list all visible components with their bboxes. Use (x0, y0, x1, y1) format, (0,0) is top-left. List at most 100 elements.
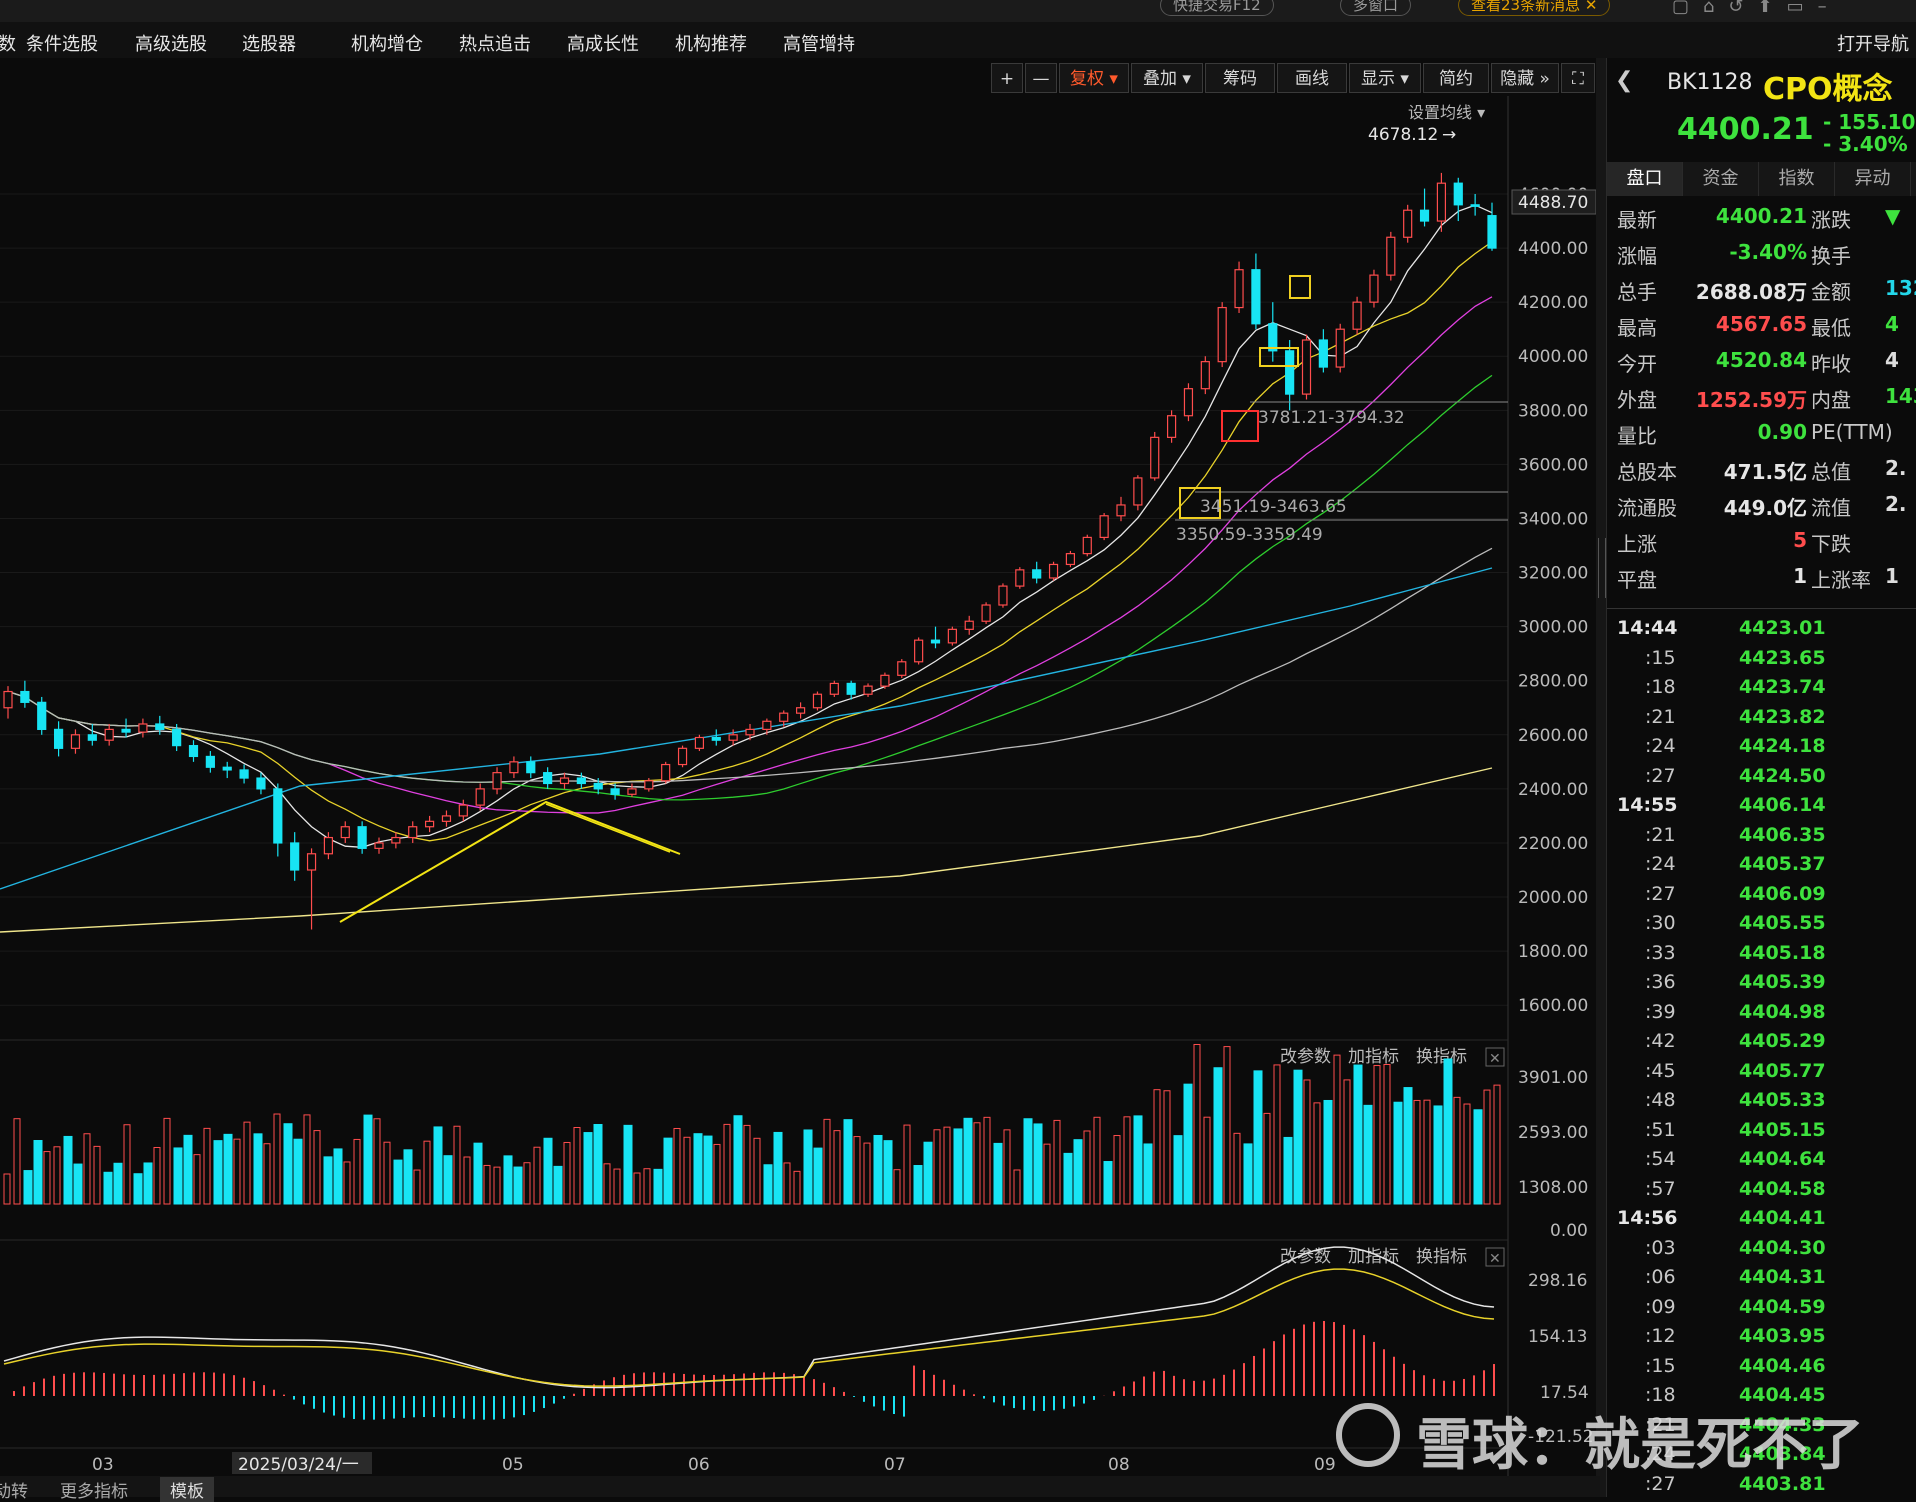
volume-bar (953, 1128, 963, 1205)
volume-bar (413, 1169, 421, 1205)
volume-bar (1483, 1089, 1491, 1205)
volume-bar (473, 1142, 483, 1205)
vol-param-button[interactable]: 改参数 (1280, 1047, 1331, 1067)
draw-line-button[interactable]: 画线 (1277, 63, 1347, 93)
multi-window-button[interactable]: 多窗口 (1340, 0, 1412, 16)
volume-bar (1433, 1105, 1443, 1205)
volume-bar (1003, 1129, 1011, 1205)
volume-bar (603, 1163, 611, 1205)
macd-switch-button[interactable]: 换指标 (1416, 1247, 1467, 1267)
volume-bar (533, 1146, 541, 1205)
hide-button[interactable]: 隐藏 » (1491, 63, 1559, 93)
macd-add-button[interactable]: 加指标 (1348, 1247, 1399, 1267)
news-notification[interactable]: 查看23条新消息 ✕ (1458, 0, 1611, 16)
quote-row: 最新 4400.21 涨跌 ▼ (1607, 198, 1916, 234)
vol-switch-button[interactable]: 换指标 (1416, 1047, 1467, 1067)
volume-bar (1013, 1169, 1021, 1205)
candle-body (121, 728, 131, 733)
display-button[interactable]: 显示 ▾ (1349, 63, 1421, 93)
tick-time: 14:55 (1617, 794, 1678, 816)
candle-body (205, 755, 215, 768)
candle-body (3, 690, 13, 709)
menu-item-advanced[interactable]: 高级选股 (135, 34, 207, 55)
vol-add-button[interactable]: 加指标 (1348, 1047, 1399, 1067)
status-item-more[interactable]: 更多指标 (60, 1482, 128, 1502)
volume-bar (663, 1137, 673, 1205)
tick-time: :30 (1645, 912, 1676, 934)
volume-bar (1323, 1099, 1333, 1205)
candle-body (172, 728, 182, 747)
volume-bar (883, 1140, 893, 1205)
status-item-0[interactable]: 动转 (0, 1482, 28, 1502)
chip-button[interactable]: 筹码 (1205, 63, 1275, 93)
x-label-05: 05 (502, 1455, 524, 1475)
zone-box-yellow-1 (1179, 487, 1221, 519)
simple-button[interactable]: 简约 (1423, 63, 1489, 93)
volume-bar (753, 1137, 761, 1205)
tick-time: :09 (1645, 1295, 1676, 1318)
tab-index[interactable]: 指数 (1759, 162, 1835, 196)
panel-splitter[interactable] (1596, 58, 1606, 1497)
macd-param-button[interactable]: 改参数 (1280, 1247, 1331, 1267)
menu-item-selector[interactable]: 选股器 (242, 34, 296, 55)
tick-price: 4405.15 (1739, 1118, 1826, 1141)
volume-bar (3, 1173, 11, 1205)
volume-bar (1093, 1116, 1101, 1205)
volume-bar (1383, 1064, 1391, 1205)
menu-item-inst-recommend[interactable]: 机构推荐 (675, 34, 747, 55)
quote-label-2: 金额 (1811, 280, 1851, 304)
tab-capital[interactable]: 资金 (1683, 162, 1759, 196)
back-arrow-icon[interactable]: ❮ (1615, 68, 1634, 93)
overlay-button[interactable]: 叠加 ▾ (1131, 63, 1203, 93)
macd-close-icon[interactable] (1485, 1247, 1505, 1267)
tick-row: :09 4404.59 (1607, 1293, 1916, 1322)
volume-bar (1133, 1115, 1143, 1205)
candle-body (947, 628, 957, 644)
kline-chart[interactable]: 3781.21-3794.32 3451.19-3463.65 3350.59-… (0, 96, 1596, 1476)
fullscreen-icon[interactable]: ⛶ (1561, 63, 1595, 93)
menu-item-exec-hold[interactable]: 高管增持 (783, 34, 855, 55)
candle-body (1048, 563, 1059, 579)
candle-body (492, 772, 502, 790)
volume-bar (1153, 1089, 1161, 1205)
candle-body (795, 707, 806, 714)
volume-bar (203, 1127, 211, 1205)
candle-body (155, 723, 165, 730)
fq-button[interactable]: 复权 ▾ (1059, 63, 1129, 93)
volume-bar (563, 1141, 571, 1205)
ma250-line (0, 767, 1493, 933)
vol-close-icon[interactable] (1485, 1047, 1505, 1067)
tick-time: :27 (1645, 882, 1676, 905)
tab-pankou[interactable]: 盘口 (1607, 162, 1683, 196)
status-item-template[interactable]: 模板 (160, 1477, 214, 1502)
tick-row: :15 4404.46 (1607, 1352, 1916, 1381)
menu-item-hot[interactable]: 热点追击 (459, 34, 531, 55)
open-nav-link[interactable]: 打开导航 (1837, 34, 1909, 55)
volume-bar (723, 1123, 731, 1205)
candle-body (458, 804, 468, 817)
menu-item-inst-increase[interactable]: 机构增仓 (351, 34, 423, 55)
window-icons[interactable]: ▢⌂↺⬆▭– (1672, 0, 1841, 17)
zoom-in-button[interactable]: + (991, 63, 1023, 93)
tick-time: :21 (1645, 705, 1676, 728)
zoom-out-button[interactable]: — (1025, 63, 1057, 93)
candle-body (610, 788, 620, 795)
tab-abnormal[interactable]: 异动 (1835, 162, 1911, 196)
volume-bar (993, 1142, 1003, 1205)
volume-bar (1203, 1116, 1211, 1205)
menu-item-0[interactable]: 数 (0, 34, 16, 55)
candle-body (1082, 536, 1092, 555)
volume-bar (863, 1142, 871, 1205)
quote-value: 5 (1793, 528, 1807, 552)
volume-bar (543, 1137, 553, 1205)
quick-trade-button[interactable]: 快捷交易F12 (1160, 0, 1274, 16)
tick-row: :27 4403.81 (1607, 1470, 1916, 1499)
board-code: BK1128 (1667, 70, 1753, 95)
quote-value-2: 2. (1885, 456, 1907, 480)
ma-setting-link[interactable]: 设置均线 ▾ (1408, 103, 1485, 122)
menu-item-growth[interactable]: 高成长性 (567, 34, 639, 55)
quote-value: 449.0亿 (1723, 496, 1807, 520)
tick-time: :18 (1645, 676, 1676, 698)
quote-value-2: ▼ (1885, 204, 1901, 228)
menu-item-condition[interactable]: 条件选股 (26, 34, 98, 55)
